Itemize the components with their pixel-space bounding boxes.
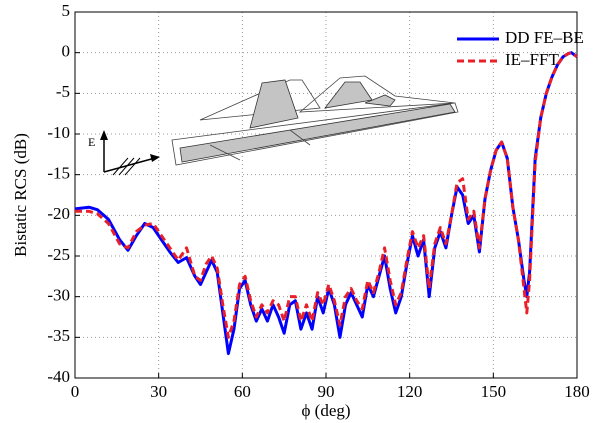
y-tick-label: -30 <box>47 286 70 305</box>
y-tick-label: 0 <box>62 42 71 61</box>
x-tick-label: 0 <box>71 382 80 401</box>
x-tick-label: 150 <box>481 382 507 401</box>
y-tick-label: 5 <box>62 1 71 20</box>
x-tick-label: 60 <box>234 382 251 401</box>
x-tick-label: 180 <box>564 382 590 401</box>
field-label: E <box>88 135 95 149</box>
x-tick-label: 120 <box>397 382 423 401</box>
chart: E 50-5-10-15-20-25-30-35-400306090120150… <box>0 0 613 423</box>
x-axis-label: ϕ (deg) <box>301 401 350 420</box>
x-tick-label: 90 <box>318 382 335 401</box>
y-tick-label: -20 <box>47 204 70 223</box>
y-tick-label: -25 <box>47 245 70 264</box>
y-tick-label: -10 <box>47 123 70 142</box>
y-tick-label: -40 <box>47 367 70 386</box>
x-tick-label: 30 <box>150 382 167 401</box>
y-tick-label: -5 <box>56 82 70 101</box>
legend-label: IE–FFT <box>505 50 559 69</box>
y-axis-label: Bistatic RCS (dB) <box>11 133 30 257</box>
y-tick-label: -15 <box>47 164 70 183</box>
legend-label: DD FE–BE <box>505 28 584 47</box>
plot-area <box>75 12 577 378</box>
y-tick-label: -35 <box>47 326 70 345</box>
